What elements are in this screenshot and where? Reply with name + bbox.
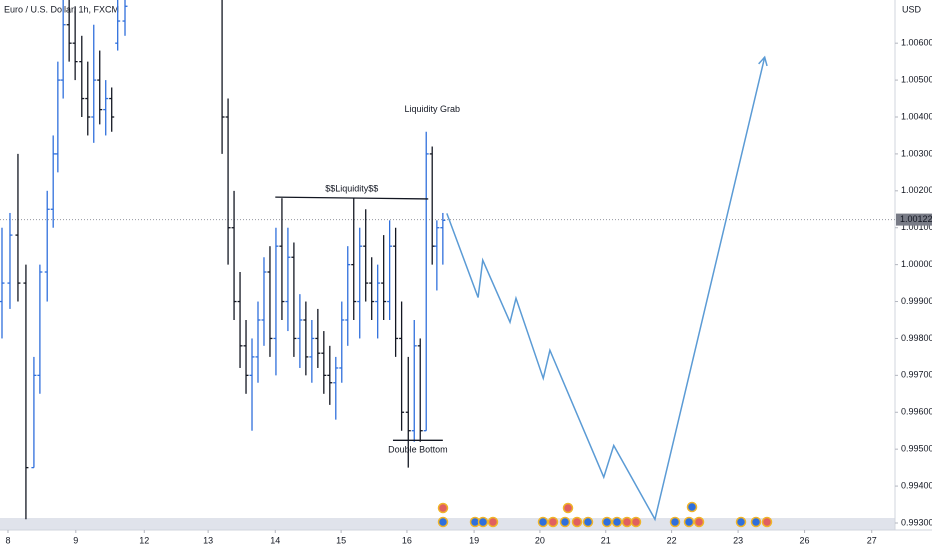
event-icon xyxy=(582,516,594,528)
event-icon xyxy=(571,516,583,528)
x-tick-label: 8 xyxy=(5,535,10,545)
event-icon xyxy=(537,516,549,528)
liquidity-label: $$Liquidity$$ xyxy=(325,183,378,193)
y-tick-label: 0.99700 xyxy=(901,370,932,380)
y-tick-label: 0.99300 xyxy=(901,517,932,527)
event-icon xyxy=(601,516,613,528)
event-icon xyxy=(735,516,747,528)
y-tick-label: 0.99900 xyxy=(901,296,932,306)
y-tick-label: 0.99600 xyxy=(901,407,932,417)
x-tick-label: 23 xyxy=(733,535,743,545)
projection-path xyxy=(446,57,766,522)
x-tick-label: 16 xyxy=(402,535,412,545)
x-tick-label: 21 xyxy=(601,535,611,545)
event-icon xyxy=(686,501,698,513)
event-icon xyxy=(621,516,633,528)
event-icon xyxy=(559,516,571,528)
event-icon xyxy=(683,516,695,528)
event-icon xyxy=(437,516,449,528)
y-tick-label: 1.00000 xyxy=(901,259,932,269)
x-tick-label: 15 xyxy=(336,535,346,545)
x-tick-label: 14 xyxy=(270,535,280,545)
event-icon xyxy=(487,516,499,528)
x-tick-label: 27 xyxy=(867,535,877,545)
event-icon xyxy=(630,516,642,528)
y-axis-label: USD xyxy=(902,4,922,14)
x-tick-label: 12 xyxy=(139,535,149,545)
y-tick-label: 0.99800 xyxy=(901,333,932,343)
event-icon xyxy=(562,502,574,514)
event-icon xyxy=(611,516,623,528)
y-tick-label: 1.00600 xyxy=(901,38,932,48)
event-icon xyxy=(693,516,705,528)
projection-arrowhead xyxy=(758,55,768,67)
liquidity-grab-label: Liquidity Grab xyxy=(404,104,460,114)
event-icon xyxy=(437,502,449,514)
liquidity-line xyxy=(275,196,429,200)
y-tick-label: 1.00400 xyxy=(901,111,932,121)
last-price-label: 1.00122 xyxy=(900,214,932,224)
y-tick-label: 0.99500 xyxy=(901,444,932,454)
double-bottom-label: Double Bottom xyxy=(388,445,448,455)
x-tick-label: 19 xyxy=(469,535,479,545)
event-icon xyxy=(669,516,681,528)
x-tick-label: 13 xyxy=(203,535,213,545)
event-icon xyxy=(477,516,489,528)
event-icon xyxy=(547,516,559,528)
y-tick-label: 1.00100 xyxy=(901,222,932,232)
y-tick-label: 1.00200 xyxy=(901,185,932,195)
x-tick-label: 20 xyxy=(535,535,545,545)
event-icon xyxy=(761,516,773,528)
event-icon xyxy=(750,516,762,528)
y-tick-label: 0.99400 xyxy=(901,480,932,490)
x-tick-label: 22 xyxy=(667,535,677,545)
x-tick-label: 26 xyxy=(800,535,810,545)
y-tick-label: 1.00500 xyxy=(901,74,932,84)
event-icons xyxy=(437,501,773,528)
last-price-badge xyxy=(896,213,932,226)
y-tick-label: 1.00300 xyxy=(901,148,932,158)
chart-title: Euro / U.S. Dollar, 1h, FXCM xyxy=(4,4,119,14)
x-tick-label: 9 xyxy=(73,535,78,545)
